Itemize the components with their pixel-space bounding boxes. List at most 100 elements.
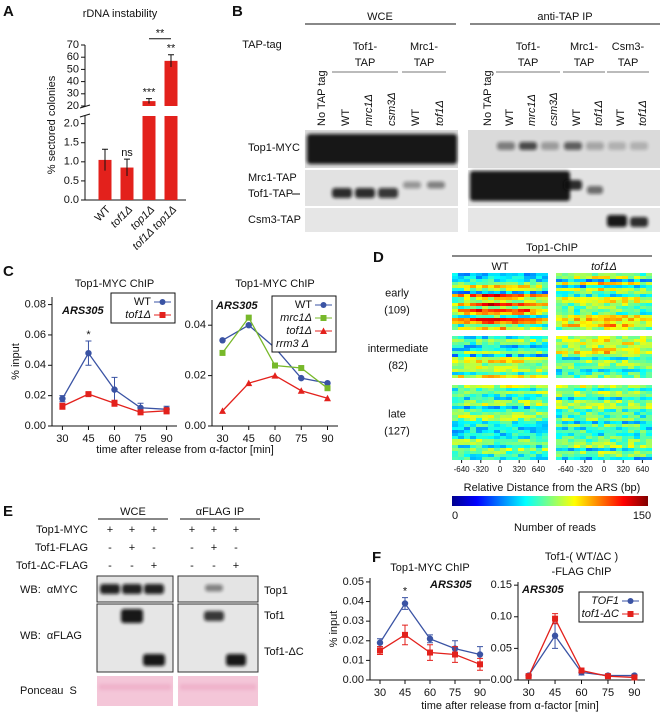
x-tick-label: 45 bbox=[549, 687, 561, 699]
heatmap-cell bbox=[562, 400, 568, 403]
heatmap-cell bbox=[568, 312, 574, 315]
heatmap-cell bbox=[622, 448, 628, 451]
heatmap-cell bbox=[556, 342, 562, 345]
heatmap-cell bbox=[604, 273, 610, 276]
heatmap-cell bbox=[580, 306, 586, 309]
heatmap-cell bbox=[512, 454, 518, 457]
heatmap-cell bbox=[580, 397, 586, 400]
condition-sign: - bbox=[212, 560, 216, 572]
heatmap-cell bbox=[542, 427, 548, 430]
heatmap-cell bbox=[470, 372, 476, 375]
heatmap-cell bbox=[530, 388, 536, 391]
heatmap-cell bbox=[640, 372, 646, 375]
heatmap-cell bbox=[488, 442, 494, 445]
heatmap-cell bbox=[476, 327, 482, 330]
heatmap-cell bbox=[512, 363, 518, 366]
heatmap-cell bbox=[488, 427, 494, 430]
row-label: Tof1-TAP bbox=[248, 188, 293, 200]
heatmap-cell bbox=[494, 282, 500, 285]
heatmap-cell bbox=[580, 348, 586, 351]
heatmap-cell bbox=[458, 454, 464, 457]
heatmap-cell bbox=[518, 306, 524, 309]
heatmap-cell bbox=[464, 409, 470, 412]
heatmap-cell bbox=[476, 433, 482, 436]
heatmap-cell bbox=[568, 448, 574, 451]
heatmap-cell bbox=[512, 372, 518, 375]
heatmap-cell bbox=[512, 297, 518, 300]
condition-sign: + bbox=[189, 524, 195, 536]
heatmap-cell bbox=[500, 354, 506, 357]
heatmap-cell bbox=[464, 445, 470, 448]
heatmap-cell bbox=[568, 406, 574, 409]
heatmap-cell bbox=[628, 327, 634, 330]
heatmap-cell bbox=[568, 309, 574, 312]
heatmap-cell bbox=[512, 448, 518, 451]
heatmap-cell bbox=[464, 427, 470, 430]
heatmap-cell bbox=[646, 424, 652, 427]
x-axis-label: time after release from α-factor [min] bbox=[96, 444, 274, 456]
heatmap-cell bbox=[464, 360, 470, 363]
heatmap-cell bbox=[592, 372, 598, 375]
heatmap-cell bbox=[568, 324, 574, 327]
heatmap-cell bbox=[568, 282, 574, 285]
heatmap-cell bbox=[628, 291, 634, 294]
heatmap-cell bbox=[464, 297, 470, 300]
heatmap-cell bbox=[634, 430, 640, 433]
heatmap-cell bbox=[610, 273, 616, 276]
data-point bbox=[219, 407, 226, 414]
group-label: Csm3- bbox=[612, 41, 645, 53]
heatmap-cell bbox=[604, 279, 610, 282]
heatmap-cell bbox=[634, 312, 640, 315]
heatmap-cell bbox=[458, 312, 464, 315]
heatmap-cell bbox=[604, 357, 610, 360]
heatmap-cell bbox=[634, 442, 640, 445]
heatmap-cell bbox=[556, 324, 562, 327]
heatmap-cell bbox=[580, 412, 586, 415]
heatmap-cell bbox=[616, 327, 622, 330]
heatmap-cell bbox=[530, 309, 536, 312]
lane-label: WT bbox=[504, 109, 516, 126]
heatmap-cell bbox=[476, 421, 482, 424]
heatmap-cell bbox=[586, 297, 592, 300]
heatmap-cell bbox=[530, 327, 536, 330]
heatmap-cell bbox=[476, 273, 482, 276]
heatmap-cell bbox=[512, 291, 518, 294]
heatmap-cell bbox=[556, 360, 562, 363]
heatmap-cell bbox=[542, 430, 548, 433]
heatmap-cell bbox=[562, 442, 568, 445]
heatmap-cell bbox=[494, 457, 500, 460]
heatmap-cell bbox=[536, 300, 542, 303]
heatmap-cell bbox=[542, 403, 548, 406]
heatmap-cell bbox=[586, 342, 592, 345]
heatmap-cell bbox=[604, 309, 610, 312]
heatmap-cell bbox=[500, 294, 506, 297]
heatmap-cell bbox=[646, 372, 652, 375]
heatmap-cell bbox=[452, 336, 458, 339]
heatmap-cell bbox=[616, 439, 622, 442]
heatmap-cell bbox=[568, 430, 574, 433]
heatmap-cell bbox=[470, 288, 476, 291]
y-axis-label: % sectored colonies bbox=[46, 75, 58, 174]
heatmap-cell bbox=[512, 339, 518, 342]
data-point bbox=[525, 673, 532, 680]
chart-title: Top1-MYC ChIP bbox=[390, 562, 469, 574]
data-point bbox=[163, 407, 170, 414]
heatmap-cell bbox=[568, 354, 574, 357]
heatmap-cell bbox=[610, 366, 616, 369]
heatmap-cell bbox=[598, 372, 604, 375]
heatmap-cell bbox=[524, 415, 530, 418]
heatmap-cell bbox=[482, 445, 488, 448]
heatmap-cell bbox=[506, 366, 512, 369]
heatmap-cell bbox=[574, 309, 580, 312]
heatmap-cell bbox=[598, 439, 604, 442]
heatmap-cell bbox=[604, 318, 610, 321]
heatmap-cell bbox=[634, 351, 640, 354]
heatmap-cell bbox=[452, 327, 458, 330]
heatmap-cell bbox=[616, 391, 622, 394]
row-label: intermediate bbox=[368, 343, 429, 355]
heatmap-cell bbox=[500, 451, 506, 454]
heatmap-cell bbox=[604, 282, 610, 285]
heatmap-cell bbox=[488, 397, 494, 400]
heatmap-cell bbox=[458, 451, 464, 454]
heatmap-cell bbox=[568, 327, 574, 330]
